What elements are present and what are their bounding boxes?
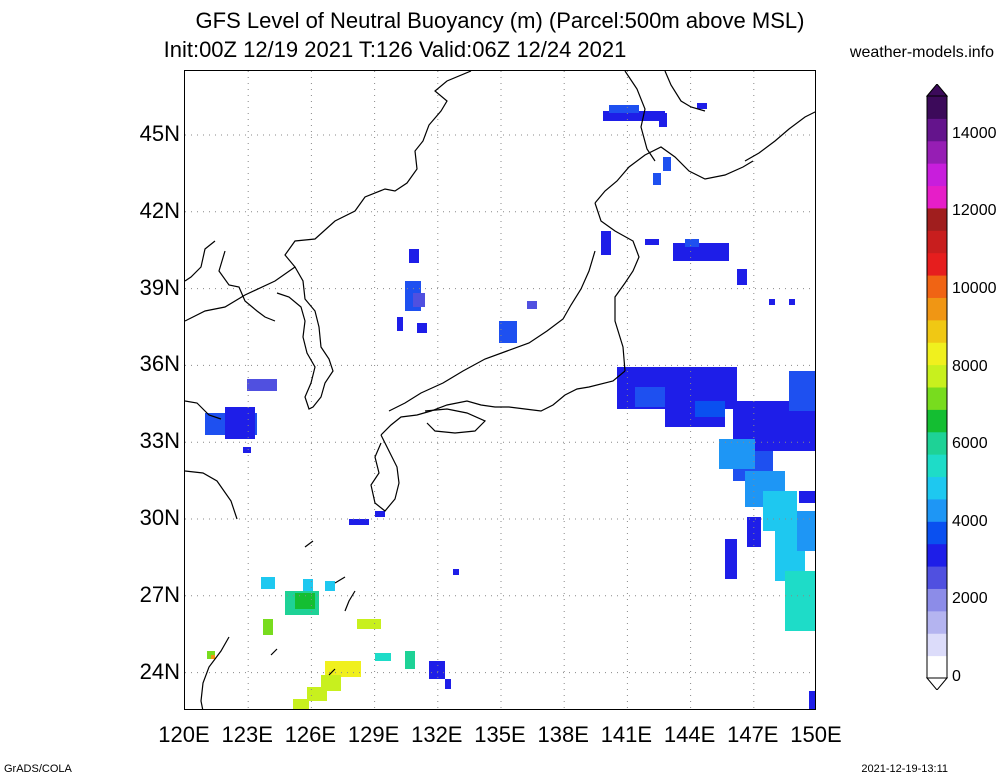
lat-label: 24N xyxy=(139,658,180,684)
lon-label: 120E xyxy=(158,722,210,747)
colorbar-swatch xyxy=(927,185,947,209)
colorbar xyxy=(926,84,948,690)
colorbar-label: 10000 xyxy=(952,280,997,297)
colorbar-swatch xyxy=(927,588,947,612)
colorbar-swatch xyxy=(927,498,947,522)
colorbar-label: 6000 xyxy=(952,435,988,453)
colorbar-swatch xyxy=(927,431,947,455)
colorbar-swatch xyxy=(927,543,947,567)
colorbar-label: 0 xyxy=(952,668,961,685)
colorbar-swatch xyxy=(927,476,947,500)
colorbar-swatch xyxy=(927,521,947,545)
colorbar-swatch xyxy=(927,230,947,254)
lon-label: 135E xyxy=(474,722,526,747)
footer-left: GrADS/COLA xyxy=(4,763,72,775)
colorbar-label: 4000 xyxy=(952,512,988,530)
colorbar-swatch xyxy=(927,297,947,321)
lon-label: 126E xyxy=(284,722,337,747)
lon-label: 129E xyxy=(347,722,400,747)
colorbar-label: 12000 xyxy=(952,202,997,220)
lon-label: 138E xyxy=(537,722,589,747)
lat-label: 42N xyxy=(139,197,180,223)
chart-title-line2: Init:00Z 12/19 2021 T:126 Valid:06Z 12/2… xyxy=(163,37,627,62)
lon-label: 141E xyxy=(600,722,653,747)
lat-label: 39N xyxy=(139,274,180,300)
colorbar-swatch xyxy=(927,342,947,366)
lat-label: 45N xyxy=(139,121,180,146)
footer-right: 2021-12-19-13:11 xyxy=(861,763,948,775)
lat-label: 27N xyxy=(139,581,180,607)
colorbar-top-arrow xyxy=(926,84,948,97)
colorbar-swatch xyxy=(927,387,947,410)
colorbar-swatch xyxy=(927,409,947,433)
colorbar-bottom-arrow xyxy=(926,677,948,690)
colorbar-swatch xyxy=(927,252,947,276)
lat-label: 36N xyxy=(139,351,180,377)
lon-label: 150E xyxy=(790,722,842,747)
source-label: weather-models.info xyxy=(849,44,994,61)
colorbar-swatch xyxy=(927,566,947,589)
colorbar-swatch xyxy=(927,207,947,231)
colorbar-swatch xyxy=(927,319,947,343)
colorbar-swatch xyxy=(927,140,947,164)
colorbar-swatch xyxy=(927,275,947,298)
colorbar-swatch xyxy=(927,163,947,187)
colorbar-outline xyxy=(926,95,948,679)
coastlines xyxy=(185,71,815,709)
lat-label: 30N xyxy=(139,505,180,530)
colorbar-swatch xyxy=(927,454,947,478)
lat-label: 33N xyxy=(139,428,180,454)
chart-title-line1: GFS Level of Neutral Buoyancy (m) (Parce… xyxy=(195,8,805,33)
colorbar-swatch xyxy=(927,96,947,119)
colorbar-swatch xyxy=(927,364,947,388)
map-canvas xyxy=(185,71,815,709)
lon-label: 123E xyxy=(221,722,273,747)
colorbar-label: 8000 xyxy=(952,357,988,375)
colorbar-swatch xyxy=(927,610,947,634)
lon-label: 144E xyxy=(663,722,716,747)
lon-label: 132E xyxy=(411,722,463,747)
colorbar-swatch xyxy=(927,633,947,657)
colorbar-swatch xyxy=(927,655,947,679)
lon-label: 147E xyxy=(727,722,779,747)
colorbar-label: 2000 xyxy=(952,590,988,608)
colorbar-swatch xyxy=(927,118,947,142)
colorbar-label: 14000 xyxy=(952,124,997,142)
lnb-field xyxy=(205,103,815,709)
map-panel xyxy=(184,70,816,710)
